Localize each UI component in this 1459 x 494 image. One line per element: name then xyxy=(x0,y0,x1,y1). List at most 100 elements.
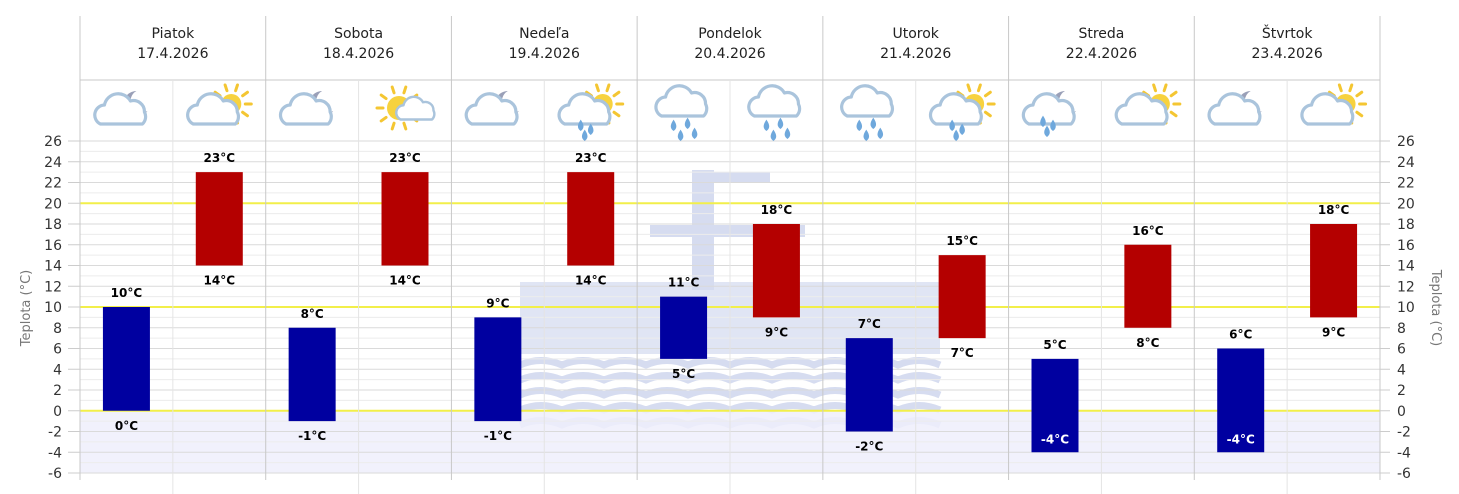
day-temperature-bar xyxy=(381,172,429,266)
day-high-label: 23°C xyxy=(575,151,607,165)
day-date: 23.4.2026 xyxy=(1252,46,1323,62)
cloud-moon-icon xyxy=(278,91,334,126)
night-low-label: -1°C xyxy=(298,429,326,443)
night-high-label: 10°C xyxy=(111,286,143,300)
y-tick-label-right: 26 xyxy=(1397,134,1415,150)
y-axis-title-right: Teplota (°C) xyxy=(1428,269,1443,346)
night-low-label: 0°C xyxy=(115,419,138,433)
y-tick-label-right: 6 xyxy=(1397,342,1406,358)
bar-labels: 10°C 0°C 23°C 14°C 8°C -1°C 23°C 14°C 9°C -1°C 23°… xyxy=(111,151,1350,453)
y-tick-label-left: -2 xyxy=(48,425,62,441)
y-tick-label-right: 0 xyxy=(1397,404,1406,420)
day-date: 20.4.2026 xyxy=(694,46,765,62)
y-tick-label-left: 22 xyxy=(44,176,62,192)
night-high-label: 11°C xyxy=(668,276,700,290)
y-tick-label-left: 16 xyxy=(44,238,62,254)
cloud-moon-icon xyxy=(93,91,148,126)
y-tick-label-left: -6 xyxy=(48,466,62,482)
day-low-label: 14°C xyxy=(204,274,236,288)
night-high-label: 7°C xyxy=(858,317,881,331)
y-tick-label-left: 6 xyxy=(53,342,62,358)
night-temperature-bar xyxy=(1217,348,1265,453)
day-high-label: 18°C xyxy=(1318,203,1350,217)
y-tick-label-left: 0 xyxy=(53,404,62,420)
day-date: 17.4.2026 xyxy=(137,46,208,62)
y-tick-label-left: 2 xyxy=(53,383,62,399)
day-name: Streda xyxy=(1078,26,1124,42)
y-tick-label-right: 22 xyxy=(1397,176,1415,192)
night-temperature-bar xyxy=(474,317,522,422)
weather-icons xyxy=(93,83,1368,141)
y-tick-label-right: 12 xyxy=(1397,279,1415,295)
rain-cloud-icon xyxy=(747,84,802,141)
day-low-label: 8°C xyxy=(1136,336,1159,350)
y-tick-label-right: 8 xyxy=(1397,321,1406,337)
night-high-label: 6°C xyxy=(1229,328,1252,342)
day-low-label: 14°C xyxy=(575,274,607,288)
day-temperature-bar xyxy=(1124,244,1172,328)
y-tick-label-right: 16 xyxy=(1397,238,1415,254)
y-tick-label-left: 4 xyxy=(53,362,62,378)
night-low-label: -4°C xyxy=(1227,432,1255,446)
day-temperature-bar xyxy=(567,172,615,266)
rain-cloud-icon xyxy=(840,84,895,141)
night-temperature-bar xyxy=(660,296,708,359)
cloud-moon-icon xyxy=(1207,91,1262,126)
y-tick-label-right: 10 xyxy=(1397,300,1415,316)
temperature-bars xyxy=(102,172,1358,453)
night-high-label: 8°C xyxy=(301,307,324,321)
day-name: Štvrtok xyxy=(1262,24,1313,42)
watermark-vane xyxy=(705,172,770,182)
day-name: Utorok xyxy=(892,26,939,42)
day-temperature-bar xyxy=(938,255,986,339)
day-low-label: 14°C xyxy=(389,274,421,288)
night-low-label: -1°C xyxy=(484,429,512,443)
y-tick-label-left: 14 xyxy=(44,259,62,275)
day-date: 18.4.2026 xyxy=(323,46,394,62)
night-low-label: -4°C xyxy=(1041,432,1069,446)
night-temperature-bar xyxy=(288,327,336,422)
cloud-sun-drizzle-icon xyxy=(557,83,625,141)
y-tick-label-right: -4 xyxy=(1397,445,1411,461)
night-high-label: 5°C xyxy=(1043,338,1066,352)
y-tick-label-right: -6 xyxy=(1397,466,1411,482)
y-tick-label-right: 24 xyxy=(1397,155,1415,171)
day-name: Sobota xyxy=(334,26,383,42)
day-high-label: 23°C xyxy=(389,151,421,165)
cloud-moon-icon xyxy=(464,91,519,126)
night-high-label: 9°C xyxy=(486,296,509,310)
y-axis-title-left: Teplota (°C) xyxy=(19,270,34,347)
day-high-label: 15°C xyxy=(946,234,978,248)
day-high-label: 18°C xyxy=(761,203,793,217)
day-low-label: 9°C xyxy=(1322,325,1345,339)
column-separators xyxy=(79,16,1381,494)
night-low-label: -2°C xyxy=(855,440,883,454)
day-high-label: 16°C xyxy=(1132,224,1164,238)
night-temperature-bar xyxy=(845,338,893,432)
y-tick-label-left: 10 xyxy=(44,300,62,316)
cloud-sun-drizzle-icon xyxy=(928,83,996,141)
day-date: 22.4.2026 xyxy=(1066,46,1137,62)
y-tick-label-right: -2 xyxy=(1397,425,1411,441)
rain-cloud-icon xyxy=(654,84,709,141)
day-date: 19.4.2026 xyxy=(509,46,580,62)
day-low-label: 7°C xyxy=(951,346,974,360)
y-tick-label-left: 8 xyxy=(53,321,62,337)
y-tick-label-left: 18 xyxy=(44,217,62,233)
y-tick-label-left: 24 xyxy=(44,155,62,171)
y-tick-label-left: -4 xyxy=(48,445,62,461)
day-date: 21.4.2026 xyxy=(880,46,951,62)
y-tick-label-left: 26 xyxy=(44,134,62,150)
day-name: Piatok xyxy=(151,26,195,42)
night-temperature-bar xyxy=(1031,358,1079,453)
day-high-label: 23°C xyxy=(204,151,236,165)
day-temperature-bar xyxy=(1310,224,1358,318)
y-tick-label-right: 18 xyxy=(1397,217,1415,233)
day-headers: Piatok 17.4.2026 Sobota 18.4.2026 Nedeľa 19.4… xyxy=(137,24,1323,62)
day-low-label: 9°C xyxy=(765,325,788,339)
y-tick-label-left: 12 xyxy=(44,279,62,295)
y-tick-label-right: 2 xyxy=(1397,383,1406,399)
day-temperature-bar xyxy=(752,224,800,318)
